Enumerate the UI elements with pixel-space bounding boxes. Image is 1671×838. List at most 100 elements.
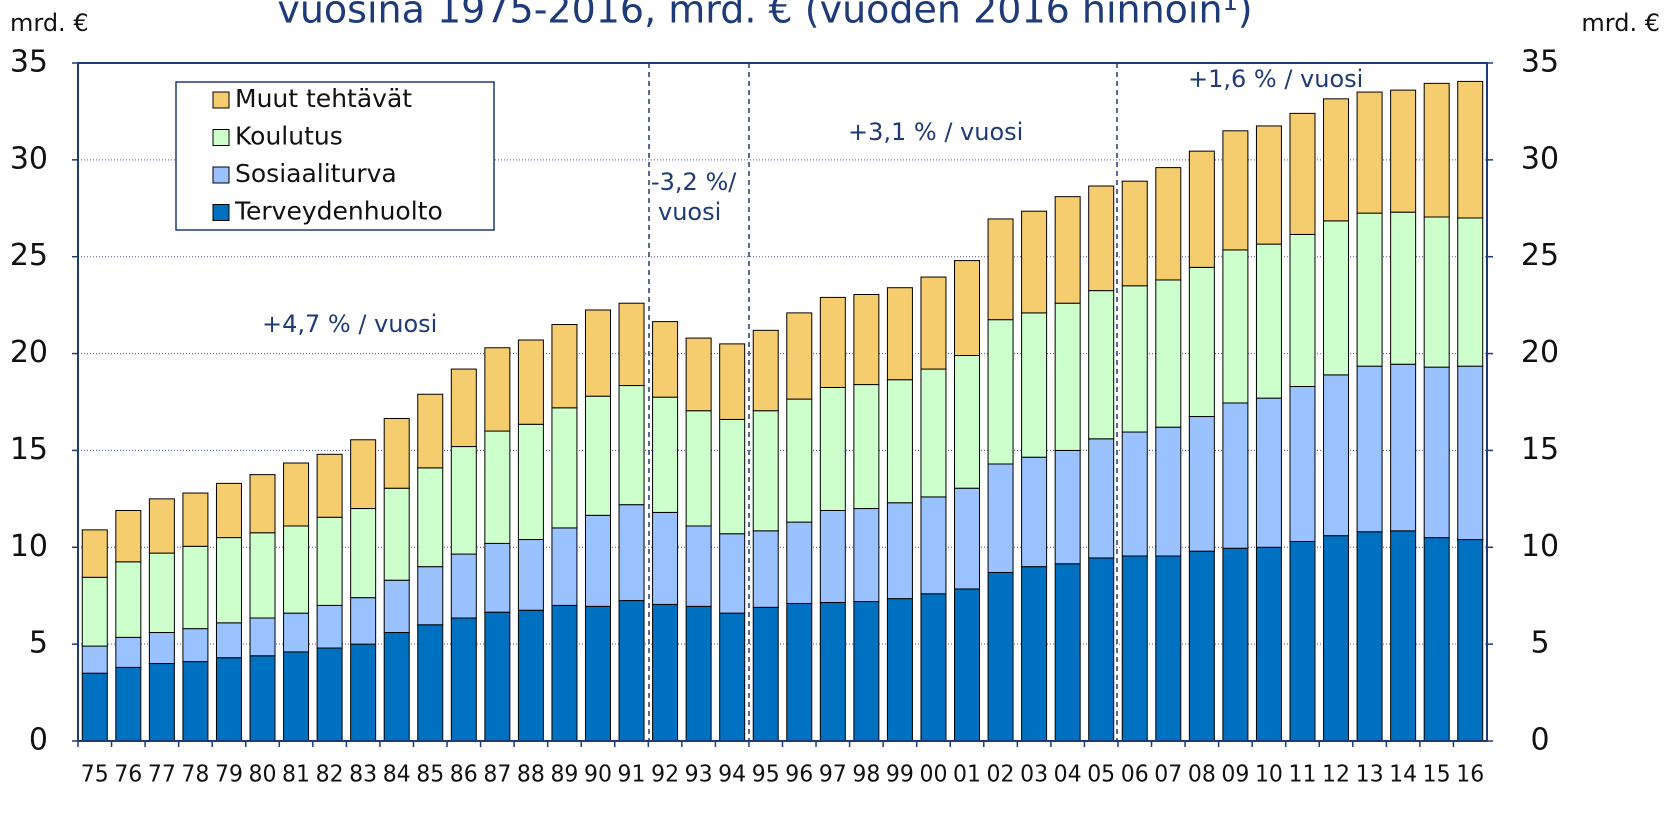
bar-segment	[719, 533, 746, 614]
bar-segment	[1155, 279, 1182, 428]
bar-segment	[786, 602, 813, 742]
bar-segment	[316, 516, 343, 606]
bar-segment	[819, 509, 846, 603]
x-tick-label: 78	[181, 762, 209, 788]
y-tick-label: 25	[10, 238, 48, 273]
bar-segment	[1155, 167, 1182, 281]
bar-segment	[1255, 397, 1282, 548]
bar-segment	[685, 525, 712, 607]
bar-segment	[1222, 249, 1249, 404]
bar-segment	[1188, 416, 1215, 552]
bar-segment	[719, 343, 746, 420]
bar-segment	[920, 496, 947, 595]
x-tick-label: 88	[517, 762, 545, 788]
bar-segment	[1323, 220, 1350, 376]
x-tick-label: 82	[316, 762, 344, 788]
x-tick-label: 86	[450, 762, 478, 788]
bar-segment	[1255, 546, 1282, 742]
bar-segment	[1289, 233, 1316, 388]
bar-segment	[584, 309, 611, 397]
bar-segment	[1222, 402, 1249, 549]
bar-segment	[1188, 550, 1215, 742]
bar-segment	[551, 527, 578, 606]
bar-segment	[1054, 196, 1081, 304]
bar-segment	[987, 218, 1014, 321]
y-tick-label: 30	[10, 141, 48, 176]
bar-segment	[1390, 211, 1417, 365]
bar-segment	[182, 661, 209, 742]
bar-segment	[215, 622, 242, 659]
bar-segment	[920, 593, 947, 742]
x-tick-label: 11	[1288, 762, 1316, 788]
bar-segment	[819, 296, 846, 388]
x-tick-label: 83	[349, 762, 377, 788]
bar-segment	[954, 260, 981, 357]
bar-segment	[249, 617, 276, 657]
x-tick-label: 85	[416, 762, 444, 788]
bar-segment	[417, 624, 444, 742]
bar-segment	[652, 603, 679, 742]
annotation: +3,1 % / vuosi	[848, 118, 1023, 146]
bar-segment	[81, 672, 108, 742]
annotation: -3,2 %/	[651, 168, 737, 196]
bar-segment	[618, 600, 645, 742]
legend-label: Terveydenhuolto	[234, 197, 443, 226]
bar-segment	[1121, 285, 1148, 433]
bar-segment	[1054, 449, 1081, 565]
y2-axis-label: mrd. €	[1581, 9, 1660, 37]
bar-segment	[1054, 302, 1081, 451]
annotation: vuosi	[658, 198, 721, 226]
bar-segment	[551, 407, 578, 529]
x-tick-label: 14	[1389, 762, 1417, 788]
x-tick-label: 75	[81, 762, 109, 788]
bar-segment	[1356, 91, 1383, 214]
bar-segment	[249, 532, 276, 619]
x-tick-label: 01	[953, 762, 981, 788]
bar-segment	[450, 368, 477, 448]
bar-segment	[1457, 539, 1484, 742]
bar-segment	[920, 368, 947, 498]
bar-segment	[719, 612, 746, 742]
y-tick-label: 20	[10, 335, 48, 370]
bar-segment	[350, 643, 377, 742]
bar-segment	[1356, 212, 1383, 367]
y-tick-label: 0	[29, 723, 48, 758]
bar-segment	[450, 446, 477, 555]
bar-segment	[786, 398, 813, 523]
x-tick-label: 84	[383, 762, 411, 788]
x-tick-label: 03	[1020, 762, 1048, 788]
bar-segment	[383, 579, 410, 634]
bar-segment	[115, 561, 142, 638]
bar-segment	[1088, 185, 1115, 292]
bar-segment	[417, 566, 444, 626]
y-tick-label: 15	[10, 432, 48, 467]
bar-segment	[1323, 535, 1350, 742]
bar-segment	[383, 632, 410, 742]
x-tick-label: 02	[987, 762, 1015, 788]
bar-segment	[383, 487, 410, 581]
x-tick-label: 04	[1054, 762, 1082, 788]
bar-segment	[987, 319, 1014, 465]
bar-segment	[584, 514, 611, 607]
bar-segment	[987, 571, 1014, 742]
y-axis-label: mrd. €	[10, 9, 89, 37]
bar-segment	[853, 293, 880, 386]
bar-segment	[752, 329, 779, 412]
bar-segment	[148, 498, 175, 554]
bar-segment	[1222, 130, 1249, 251]
bar-segment	[1289, 112, 1316, 235]
x-tick-label: 16	[1456, 762, 1484, 788]
annotation: +4,7 % / vuosi	[262, 310, 437, 338]
x-tick-label: 81	[282, 762, 310, 788]
bar-segment	[517, 609, 544, 742]
bar-segment	[182, 545, 209, 630]
bar-segment	[819, 601, 846, 742]
bar-segment	[148, 632, 175, 665]
bar-segment	[1423, 366, 1450, 539]
bar-segment	[584, 605, 611, 742]
bar-segment	[920, 276, 947, 370]
bar-segment	[249, 655, 276, 742]
legend-swatch	[212, 166, 230, 184]
bar-segment	[1423, 537, 1450, 742]
bar-segment	[652, 396, 679, 513]
